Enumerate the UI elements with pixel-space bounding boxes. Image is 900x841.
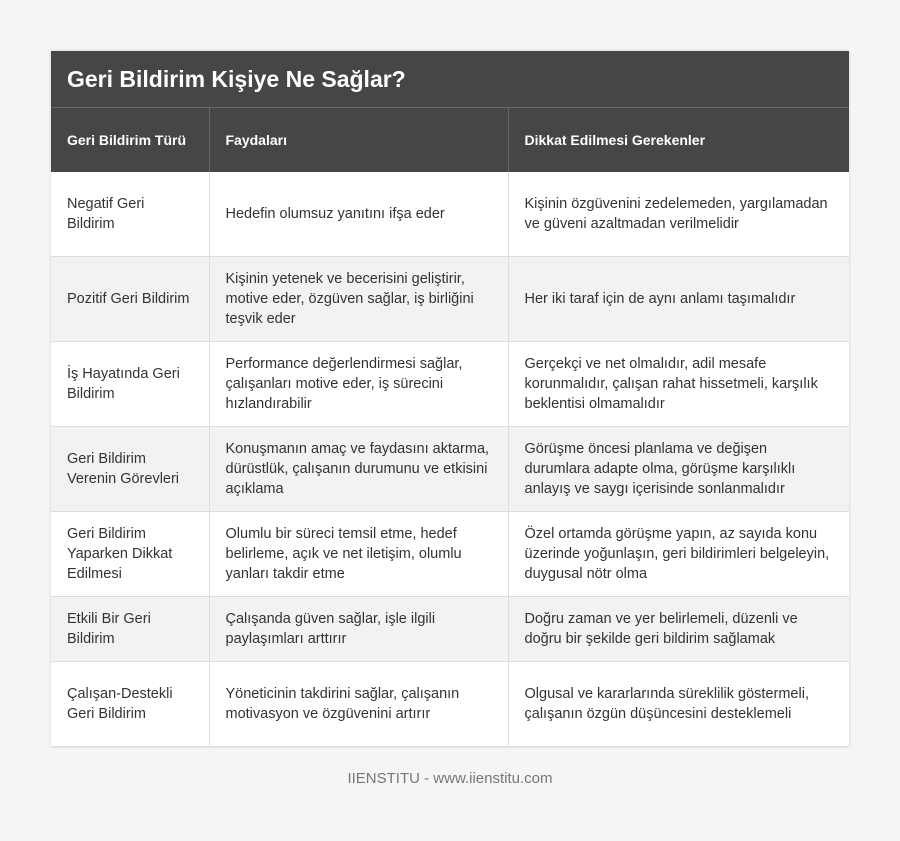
table-row: Çalışan-Destekli Geri Bildirim Yöneticini… [51, 661, 849, 747]
footer-credit: IIENSTITU - www.iienstitu.com [347, 770, 553, 787]
header-benefits: Faydaları [209, 108, 509, 172]
cell-benefits: Kişinin yetenek ve becerisini geliştirir… [209, 256, 509, 342]
cell-benefits: Çalışanda güven sağlar, işle ilgili payl… [209, 596, 509, 662]
cell-benefits: Olumlu bir süreci temsil etme, hedef bel… [209, 511, 509, 597]
cell-considerations: Doğru zaman ve yer belirlemeli, düzenli … [508, 596, 849, 662]
table-row: Negatif Geri Bildirim Hedefin olumsuz yan… [51, 172, 849, 257]
cell-type: Geri Bildirim Verenin Görevleri [51, 426, 210, 512]
cell-type: Etkili Bir Geri Bildirim [51, 596, 210, 662]
cell-type: Pozitif Geri Bildirim [51, 256, 210, 342]
cell-considerations: Gerçekçi ve net olmalıdır, adil mesafe k… [508, 341, 849, 427]
cell-benefits: Performance değerlendirmesi sağlar, çalı… [209, 341, 509, 427]
cell-benefits: Konuşmanın amaç ve faydasını aktarma, dü… [209, 426, 509, 512]
cell-considerations: Kişinin özgüvenini zedelemeden, yargılam… [508, 172, 849, 257]
header-row: Geri Bildirim Türü Faydaları Dikkat Edil… [51, 108, 849, 172]
cell-considerations: Her iki taraf için de aynı anlamı taşıma… [508, 256, 849, 342]
header-considerations: Dikkat Edilmesi Gerekenler [508, 108, 849, 172]
table-row: Pozitif Geri Bildirim Kişinin yetenek ve … [51, 256, 849, 342]
feedback-table-card: Geri Bildirim Kişiye Ne Sağlar? Geri Bil… [51, 51, 849, 747]
header-type: Geri Bildirim Türü [51, 108, 210, 172]
table-row: Geri Bildirim Yaparken Dikkat Edilmesi Ol… [51, 511, 849, 597]
cell-considerations: Olgusal ve kararlarında süreklilik göste… [508, 661, 849, 747]
table-row: İş Hayatında Geri Bildirim Performance de… [51, 341, 849, 427]
cell-considerations: Özel ortamda görüşme yapın, az sayıda ko… [508, 511, 849, 597]
cell-type: Geri Bildirim Yaparken Dikkat Edilmesi [51, 511, 210, 597]
cell-type: Çalışan-Destekli Geri Bildirim [51, 661, 210, 747]
cell-type: Negatif Geri Bildirim [51, 172, 210, 257]
table-row: Etkili Bir Geri Bildirim Çalışanda güven … [51, 596, 849, 662]
feedback-table: Geri Bildirim Türü Faydaları Dikkat Edil… [51, 108, 849, 747]
table-title: Geri Bildirim Kişiye Ne Sağlar? [51, 51, 849, 108]
cell-benefits: Yöneticinin takdirini sağlar, çalışanın … [209, 661, 509, 747]
table-row: Geri Bildirim Verenin Görevleri Konuşmanı… [51, 426, 849, 512]
cell-considerations: Görüşme öncesi planlama ve değişen durum… [508, 426, 849, 512]
cell-benefits: Hedefin olumsuz yanıtını ifşa eder [209, 172, 509, 257]
cell-type: İş Hayatında Geri Bildirim [51, 341, 210, 427]
